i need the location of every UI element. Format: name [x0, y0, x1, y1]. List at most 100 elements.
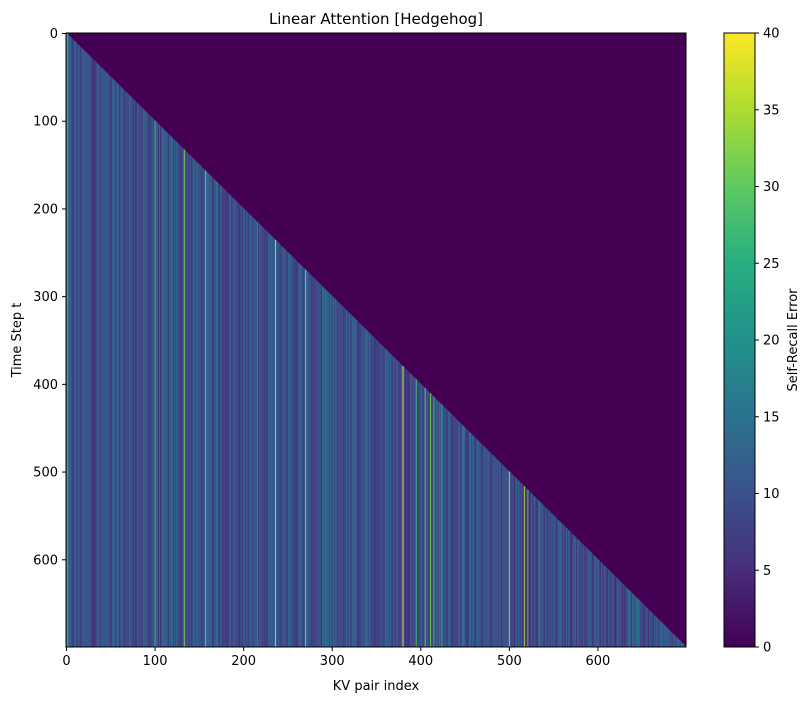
heatmap-column — [600, 561, 602, 647]
heatmap-column — [187, 153, 189, 647]
heatmap-column — [230, 196, 233, 648]
heatmap-column — [150, 116, 152, 648]
heatmap-column — [203, 168, 205, 647]
heatmap-column — [252, 218, 255, 647]
heatmap-column — [86, 53, 88, 647]
heatmap-column — [397, 361, 399, 647]
heatmap-column — [392, 356, 395, 647]
y-tick-label: 400 — [33, 378, 58, 393]
heatmap-column — [515, 477, 517, 647]
colorbar-tick-label: 20 — [763, 334, 780, 349]
heatmap-column — [546, 508, 548, 647]
heatmap-column — [647, 609, 650, 647]
heatmap-column — [626, 588, 628, 647]
heatmap-column — [112, 78, 114, 647]
heatmap-column — [71, 38, 73, 647]
colorbar-tick-label: 5 — [763, 564, 771, 579]
heatmap-column — [614, 575, 616, 647]
heatmap-column — [329, 293, 331, 647]
heatmap-column — [262, 227, 264, 647]
heatmap-column — [309, 274, 311, 647]
heatmap-column — [459, 422, 461, 647]
heatmap-column — [89, 55, 91, 647]
heatmap-column — [503, 466, 505, 647]
heatmap-column — [299, 264, 302, 647]
heatmap-column — [96, 62, 98, 647]
heatmap-column — [315, 280, 318, 647]
heatmap-column — [598, 560, 600, 647]
heatmap-column — [399, 362, 401, 647]
heatmap-column — [372, 336, 374, 647]
heatmap-column — [484, 447, 487, 647]
heatmap-column — [433, 397, 435, 647]
heatmap-column — [334, 298, 336, 647]
heatmap-column — [555, 518, 558, 647]
colorbar: 0 5 10 15 20 25 30 35 40 Self-Recall Error — [723, 27, 801, 656]
heatmap-column — [303, 268, 305, 647]
heatmap-column — [250, 215, 252, 647]
heatmap-column — [538, 501, 541, 647]
heatmap-column — [393, 357, 395, 647]
y-tick-label: 300 — [33, 290, 58, 305]
heatmap-column — [639, 600, 641, 647]
heatmap-column — [368, 332, 370, 647]
heatmap-column — [243, 208, 245, 647]
heatmap-column — [343, 307, 345, 647]
heatmap-column — [169, 135, 171, 647]
heatmap-column — [677, 638, 679, 647]
heatmap-column — [245, 211, 248, 647]
heatmap-column — [508, 471, 511, 647]
heatmap-column — [389, 353, 391, 647]
heatmap-column — [554, 517, 557, 647]
heatmap-column — [663, 625, 666, 647]
heatmap-column — [384, 348, 387, 647]
heatmap-column — [438, 401, 440, 647]
heatmap-column — [370, 334, 372, 647]
heatmap-column — [654, 615, 656, 647]
heatmap-column — [120, 87, 123, 647]
heatmap-column — [456, 419, 458, 647]
heatmap-column — [237, 203, 240, 647]
heatmap-column — [658, 619, 660, 647]
heatmap-column — [116, 82, 118, 648]
heatmap-column — [585, 547, 587, 647]
heatmap-column — [616, 577, 618, 647]
heatmap-column — [222, 188, 225, 648]
heatmap-column — [362, 326, 364, 647]
heatmap-column — [173, 139, 175, 648]
heatmap-column — [135, 102, 138, 647]
heatmap-column — [213, 178, 215, 647]
heatmap-column — [462, 425, 465, 647]
heatmap-column — [92, 59, 94, 648]
heatmap-column — [637, 598, 639, 647]
heatmap-column — [322, 287, 325, 647]
heatmap-column — [217, 182, 219, 647]
x-tick-label: 500 — [497, 654, 522, 669]
heatmap-column — [405, 368, 407, 647]
heatmap-column — [223, 189, 225, 648]
heatmap-column — [595, 557, 597, 647]
heatmap-column — [600, 562, 603, 647]
heatmap-column — [587, 549, 589, 647]
heatmap-column — [562, 525, 565, 647]
heatmap-column — [69, 36, 71, 648]
heatmap-column — [275, 240, 277, 647]
heatmap-column — [246, 211, 248, 648]
heatmap-column — [205, 170, 207, 647]
heatmap-column — [543, 505, 545, 647]
heatmap-column — [577, 539, 580, 647]
heatmap-column — [148, 114, 150, 648]
heatmap-column — [642, 604, 644, 647]
heatmap-column — [415, 379, 418, 647]
heatmap-column — [337, 301, 339, 647]
heatmap-column — [270, 235, 272, 647]
heatmap-column — [492, 454, 494, 647]
heatmap-column — [234, 199, 236, 647]
heatmap-column — [292, 257, 295, 647]
y-tick-label: 500 — [33, 466, 58, 481]
heatmap-column — [418, 382, 420, 647]
heatmap-column — [282, 247, 284, 647]
heatmap-column — [581, 543, 583, 647]
heatmap-column — [542, 504, 544, 647]
heatmap-column — [499, 461, 501, 647]
